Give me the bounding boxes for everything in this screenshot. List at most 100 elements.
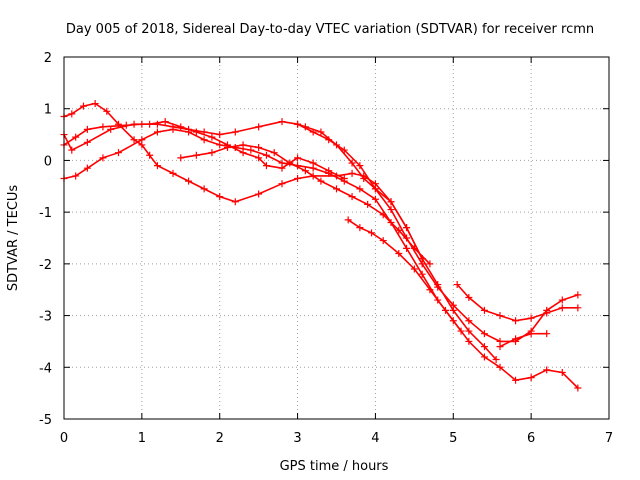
series-9 bbox=[496, 330, 551, 351]
data-point bbox=[231, 198, 239, 206]
data-point bbox=[72, 133, 80, 141]
data-point bbox=[387, 206, 395, 214]
data-point bbox=[348, 193, 356, 201]
data-point bbox=[153, 128, 161, 136]
data-point bbox=[255, 190, 263, 198]
data-point bbox=[333, 141, 340, 149]
y-tick-label: -2 bbox=[39, 258, 52, 273]
data-point bbox=[348, 159, 356, 167]
data-point bbox=[161, 118, 169, 126]
data-point bbox=[83, 125, 91, 133]
data-point bbox=[543, 366, 551, 374]
data-point bbox=[278, 164, 286, 172]
data-point bbox=[239, 149, 247, 157]
data-point bbox=[115, 149, 122, 157]
data-point bbox=[344, 216, 352, 224]
data-point bbox=[496, 363, 504, 371]
data-point bbox=[379, 211, 387, 219]
data-point bbox=[426, 260, 434, 268]
data-point bbox=[247, 146, 255, 154]
data-point bbox=[465, 327, 473, 335]
series-8 bbox=[294, 120, 426, 263]
y-tick-label: -4 bbox=[39, 361, 52, 376]
data-point bbox=[99, 154, 107, 162]
data-point bbox=[574, 291, 582, 299]
data-point bbox=[465, 293, 473, 301]
data-point bbox=[153, 120, 161, 128]
data-point bbox=[465, 317, 473, 325]
data-point bbox=[103, 107, 111, 115]
data-point bbox=[301, 123, 309, 131]
data-point bbox=[558, 368, 566, 376]
chart-title: Day 005 of 2018, Sidereal Day-to-day VTE… bbox=[66, 22, 594, 37]
data-point bbox=[496, 343, 504, 351]
data-point bbox=[364, 200, 372, 208]
data-point bbox=[480, 306, 488, 314]
x-tick-label: 7 bbox=[605, 431, 613, 446]
data-point bbox=[278, 118, 286, 126]
data-point bbox=[480, 353, 488, 361]
data-point bbox=[340, 175, 348, 183]
x-tick-label: 3 bbox=[293, 431, 301, 446]
data-point bbox=[527, 330, 535, 338]
data-point bbox=[543, 330, 551, 338]
x-tick-label: 5 bbox=[449, 431, 457, 446]
data-point bbox=[216, 131, 224, 139]
data-point bbox=[185, 177, 193, 185]
series-7 bbox=[453, 281, 582, 325]
data-point bbox=[395, 250, 403, 258]
data-point bbox=[130, 136, 138, 144]
data-point bbox=[216, 141, 224, 149]
x-tick-label: 4 bbox=[371, 431, 379, 446]
y-tick-label: -3 bbox=[39, 310, 52, 325]
data-point bbox=[200, 136, 208, 144]
data-point bbox=[107, 125, 115, 133]
data-point bbox=[224, 144, 231, 151]
data-point bbox=[403, 224, 411, 232]
data-point bbox=[558, 296, 566, 304]
data-point bbox=[309, 159, 317, 167]
data-point bbox=[169, 125, 177, 133]
data-point bbox=[418, 270, 426, 278]
data-point bbox=[333, 185, 340, 193]
data-point bbox=[146, 151, 154, 159]
data-point bbox=[83, 138, 91, 146]
data-point bbox=[294, 175, 302, 183]
data-point bbox=[496, 312, 504, 320]
data-point bbox=[492, 356, 500, 364]
data-point bbox=[216, 193, 224, 201]
data-point bbox=[348, 169, 356, 177]
data-point bbox=[379, 237, 387, 245]
data-point bbox=[356, 224, 364, 232]
data-point bbox=[270, 149, 278, 157]
data-point bbox=[512, 317, 520, 325]
data-point bbox=[426, 286, 434, 294]
data-point bbox=[262, 162, 270, 170]
y-axis-label: SDTVAR / TECUs bbox=[6, 185, 21, 292]
data-point bbox=[558, 304, 566, 312]
data-point bbox=[192, 128, 200, 136]
data-point bbox=[294, 154, 302, 162]
data-point bbox=[169, 169, 177, 177]
data-point bbox=[527, 374, 535, 382]
data-point bbox=[79, 102, 87, 110]
data-point bbox=[356, 185, 364, 193]
data-point bbox=[208, 133, 216, 141]
data-point bbox=[231, 128, 239, 136]
data-point bbox=[449, 301, 457, 309]
data-point bbox=[138, 136, 146, 144]
series-5 bbox=[177, 141, 434, 268]
data-point bbox=[356, 162, 364, 170]
y-tick-label: -1 bbox=[39, 206, 52, 221]
y-tick-label: 0 bbox=[44, 154, 52, 169]
data-point bbox=[146, 120, 154, 128]
x-axis-label: GPS time / hours bbox=[280, 459, 389, 474]
series-line bbox=[63, 128, 579, 389]
data-point bbox=[99, 123, 107, 131]
data-point bbox=[387, 198, 395, 206]
data-series bbox=[60, 100, 582, 392]
series-6 bbox=[344, 216, 465, 335]
data-point bbox=[457, 327, 465, 335]
